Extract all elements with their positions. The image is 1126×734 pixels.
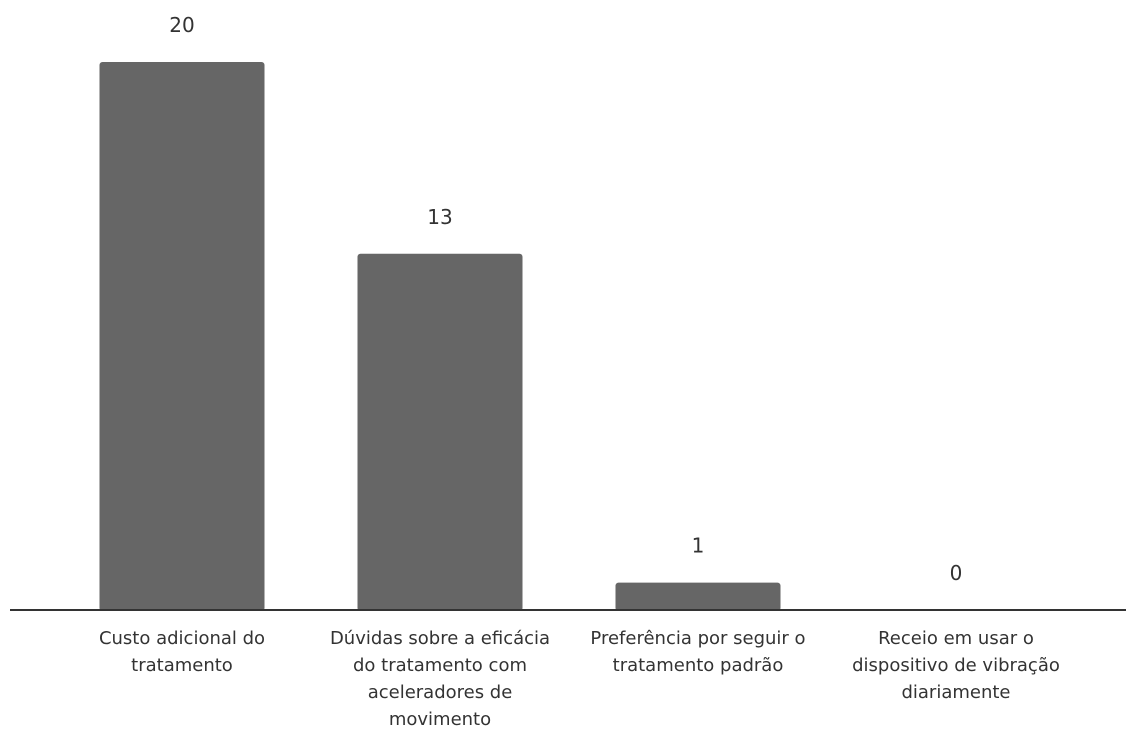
category-label-line: tratamento padrão: [613, 655, 784, 676]
value-label-4: 0: [950, 561, 963, 585]
category-label-line: Receio em usar o: [878, 628, 1034, 649]
category-label-1: Custo adicional do tratamento: [99, 628, 265, 676]
category-label-line: diariamente: [901, 682, 1010, 703]
category-label-line: Custo adicional do: [99, 628, 265, 649]
category-label-2: Dúvidas sobre a eficácia do tratamento co…: [330, 628, 550, 730]
value-label-3: 1: [692, 534, 705, 558]
labels-group: 20 Custo adicional do tratamento 13 Dúvidas …: [99, 13, 1060, 730]
category-label-line: do tratamento com: [353, 655, 527, 676]
bars-group: [99, 62, 781, 612]
category-label-line: Dúvidas sobre a eficácia: [330, 628, 550, 649]
bar-1: [99, 62, 265, 611]
value-label-1: 20: [169, 13, 194, 37]
value-label-2: 13: [427, 205, 452, 229]
category-label-line: movimento: [389, 709, 491, 730]
bar-2: [357, 253, 523, 612]
category-label-4: Receio em usar o dispositivo de vibração d…: [852, 628, 1060, 703]
category-label-3: Preferência por seguir o tratamento padrã…: [590, 628, 805, 676]
category-label-line: tratamento: [131, 655, 233, 676]
category-label-line: Preferência por seguir o: [590, 628, 805, 649]
bar-3: [615, 582, 781, 611]
category-label-line: aceleradores de: [368, 682, 513, 703]
category-label-line: dispositivo de vibração: [852, 655, 1060, 676]
